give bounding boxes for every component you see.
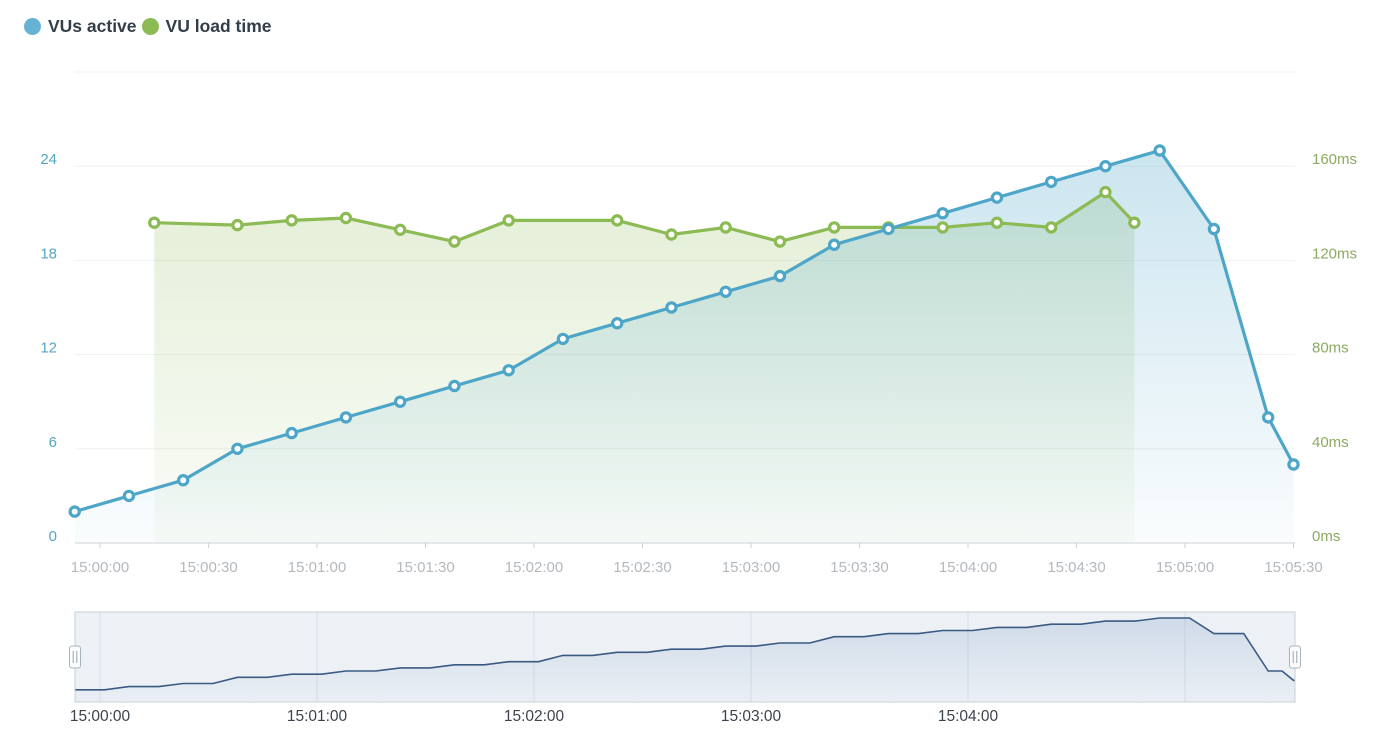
vu-load-time-marker[interactable] bbox=[502, 214, 515, 227]
x-axis-label: 15:05:00 bbox=[1156, 559, 1214, 576]
vus-active-marker[interactable] bbox=[68, 505, 81, 518]
vus-active-marker[interactable] bbox=[990, 191, 1004, 204]
vu-load-time-legend-dot-icon bbox=[141, 18, 159, 35]
vus-active-marker[interactable] bbox=[339, 411, 353, 424]
x-axis-label: 15:05:30 bbox=[1264, 559, 1322, 576]
navigator-axis-label: 15:03:00 bbox=[721, 708, 782, 725]
vus-active-marker[interactable] bbox=[1099, 159, 1112, 173]
navigator-axis-label: 15:02:00 bbox=[504, 708, 565, 725]
navigator-area bbox=[75, 618, 1295, 701]
y-left-axis-label: 18 bbox=[40, 245, 57, 262]
legend-label-vu-load-time: VU load time bbox=[165, 16, 272, 36]
vu-load-time-marker[interactable] bbox=[285, 214, 298, 227]
vu-load-time-line bbox=[154, 190, 1136, 244]
vus-active-marker[interactable] bbox=[1261, 411, 1275, 424]
vus-active-line bbox=[74, 148, 1295, 514]
y-right-axis-label: 80ms bbox=[1312, 340, 1349, 357]
vu-load-time-marker[interactable] bbox=[393, 223, 407, 236]
y-left-axis-label: 0 bbox=[49, 528, 57, 545]
navigator-axis-label: 15:00:00 bbox=[70, 708, 131, 725]
vu-load-time-marker[interactable] bbox=[339, 211, 353, 225]
vus-active-marker[interactable] bbox=[231, 442, 244, 455]
vus-active-marker[interactable] bbox=[502, 364, 515, 377]
x-axis-label: 15:00:30 bbox=[179, 559, 237, 576]
legend-label-vus-active: VUs active bbox=[48, 16, 137, 36]
vu-load-time-marker[interactable] bbox=[990, 216, 1004, 229]
vus-active-marker[interactable] bbox=[936, 207, 949, 220]
x-axis-label: 15:02:30 bbox=[613, 559, 671, 576]
navigator-handle-right[interactable] bbox=[1289, 645, 1301, 669]
x-axis-label: 15:04:30 bbox=[1047, 559, 1105, 576]
vus-active-marker[interactable] bbox=[448, 379, 461, 393]
navigator-axis-label: 15:04:00 bbox=[938, 708, 999, 725]
vus-active-area bbox=[74, 150, 1294, 543]
vus-active-marker[interactable] bbox=[665, 301, 678, 314]
vus-active-legend-dot-icon bbox=[24, 18, 41, 35]
x-axis-label: 15:02:00 bbox=[505, 559, 563, 576]
vu-load-time-marker[interactable] bbox=[148, 216, 161, 229]
y-left-axis-label: 24 bbox=[40, 151, 57, 168]
navigator-handle-left[interactable] bbox=[69, 645, 81, 669]
legend-item-vu-load-time[interactable]: VU load time bbox=[141, 16, 272, 37]
y-right-axis-label: 160ms bbox=[1312, 151, 1357, 168]
y-right-axis-label: 120ms bbox=[1312, 245, 1357, 262]
vus-active-marker[interactable] bbox=[773, 269, 787, 283]
vus-active-marker[interactable] bbox=[719, 285, 732, 298]
vu-load-time-marker[interactable] bbox=[719, 221, 732, 234]
vus-active-marker[interactable] bbox=[393, 395, 407, 408]
vus-active-marker[interactable] bbox=[882, 222, 895, 236]
vu-load-time-marker[interactable] bbox=[665, 228, 678, 241]
vu-load-time-marker[interactable] bbox=[827, 221, 841, 234]
vu-load-time-marker[interactable] bbox=[936, 221, 949, 234]
vus-active-marker[interactable] bbox=[285, 426, 298, 440]
chart-legend: VUs active VU load time bbox=[24, 16, 277, 37]
x-axis-label: 15:04:00 bbox=[939, 559, 997, 576]
vu-load-time-marker[interactable] bbox=[1128, 216, 1141, 229]
vus-active-marker[interactable] bbox=[176, 474, 190, 487]
y-right-axis-label: 40ms bbox=[1312, 434, 1349, 451]
vus-active-marker[interactable] bbox=[827, 238, 841, 251]
y-left-axis-label: 12 bbox=[40, 340, 57, 357]
x-axis-label: 15:03:30 bbox=[830, 559, 888, 576]
vus-active-marker[interactable] bbox=[1207, 222, 1221, 236]
vu-load-time-marker[interactable] bbox=[231, 218, 244, 232]
x-axis-label: 15:01:00 bbox=[288, 559, 346, 576]
vu-load-time-marker[interactable] bbox=[448, 235, 461, 248]
vus-active-marker[interactable] bbox=[610, 317, 624, 330]
y-left-axis-label: 6 bbox=[49, 434, 57, 451]
navigator-line bbox=[75, 617, 1295, 691]
x-axis-label: 15:00:00 bbox=[71, 559, 129, 576]
vus-active-marker[interactable] bbox=[1044, 175, 1058, 189]
y-right-axis-label: 0ms bbox=[1312, 528, 1340, 545]
legend-item-vus-active[interactable]: VUs active bbox=[24, 16, 137, 37]
vus-active-marker[interactable] bbox=[1153, 144, 1166, 157]
navigator-axis-label: 15:01:00 bbox=[287, 708, 348, 725]
vu-load-time-marker[interactable] bbox=[1099, 185, 1112, 199]
vus-active-marker[interactable] bbox=[556, 332, 570, 346]
vus-active-marker[interactable] bbox=[1287, 458, 1300, 471]
vu-load-time-marker[interactable] bbox=[1044, 221, 1058, 234]
vu-load-time-marker[interactable] bbox=[610, 214, 624, 227]
vus-active-marker[interactable] bbox=[122, 489, 136, 503]
x-axis-label: 15:03:00 bbox=[722, 559, 780, 576]
vu-load-time-marker[interactable] bbox=[773, 235, 787, 248]
x-axis-label: 15:01:30 bbox=[396, 559, 454, 576]
